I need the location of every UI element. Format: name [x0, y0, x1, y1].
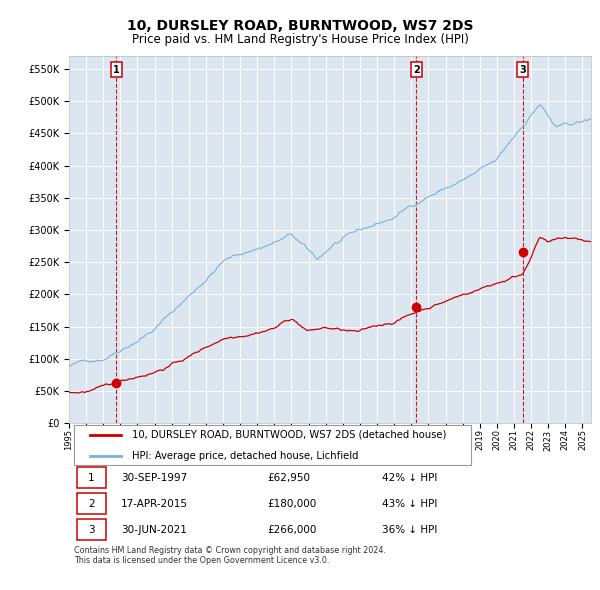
Text: 36% ↓ HPI: 36% ↓ HPI	[382, 525, 437, 535]
Text: 1: 1	[88, 473, 94, 483]
Text: Contains HM Land Registry data © Crown copyright and database right 2024.
This d: Contains HM Land Registry data © Crown c…	[74, 546, 386, 565]
Text: 2: 2	[413, 65, 419, 74]
Text: 3: 3	[88, 525, 94, 535]
Text: 42% ↓ HPI: 42% ↓ HPI	[382, 473, 437, 483]
Text: 10, DURSLEY ROAD, BURNTWOOD, WS7 2DS (detached house): 10, DURSLEY ROAD, BURNTWOOD, WS7 2DS (de…	[131, 430, 446, 440]
Text: 1: 1	[113, 65, 119, 74]
Text: £62,950: £62,950	[268, 473, 310, 483]
Text: 30-SEP-1997: 30-SEP-1997	[121, 473, 187, 483]
Text: 10, DURSLEY ROAD, BURNTWOOD, WS7 2DS: 10, DURSLEY ROAD, BURNTWOOD, WS7 2DS	[127, 19, 473, 33]
Text: 2: 2	[88, 499, 94, 509]
Text: 3: 3	[519, 65, 526, 74]
FancyBboxPatch shape	[77, 467, 106, 489]
Text: £266,000: £266,000	[268, 525, 317, 535]
Text: Price paid vs. HM Land Registry's House Price Index (HPI): Price paid vs. HM Land Registry's House …	[131, 33, 469, 46]
FancyBboxPatch shape	[77, 519, 106, 540]
FancyBboxPatch shape	[77, 493, 106, 514]
Text: HPI: Average price, detached house, Lichfield: HPI: Average price, detached house, Lich…	[131, 451, 358, 461]
Text: 30-JUN-2021: 30-JUN-2021	[121, 525, 187, 535]
FancyBboxPatch shape	[74, 425, 471, 466]
Text: 17-APR-2015: 17-APR-2015	[121, 499, 188, 509]
Text: £180,000: £180,000	[268, 499, 317, 509]
Text: 43% ↓ HPI: 43% ↓ HPI	[382, 499, 437, 509]
